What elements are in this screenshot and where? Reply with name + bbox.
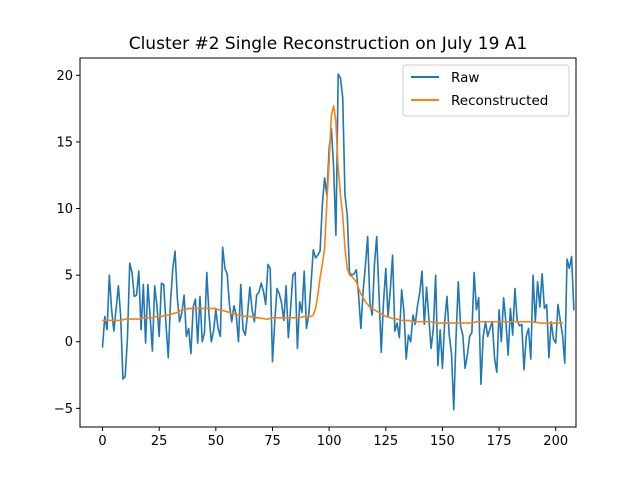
y-tick-label: 20 <box>56 69 73 84</box>
y-tick-label: 15 <box>56 135 73 150</box>
x-tick-label: 25 <box>151 434 168 449</box>
y-tick-label: 0 <box>65 335 73 350</box>
x-tick-label: 200 <box>543 434 568 449</box>
x-axis: 0 25 50 75 100 125 150 175 200 <box>98 427 568 449</box>
y-tick-label: 10 <box>56 202 73 217</box>
series-line-reconstructed <box>101 105 564 324</box>
x-tick-label: 150 <box>430 434 455 449</box>
legend-label-raw: Raw <box>451 70 479 86</box>
x-tick-label: 0 <box>98 434 106 449</box>
series-line-raw <box>101 73 575 411</box>
plot-area <box>80 58 576 427</box>
x-tick-label: 175 <box>487 434 512 449</box>
legend-box <box>402 64 570 117</box>
x-tick-label: 100 <box>317 434 342 449</box>
y-axis: −5 0 5 10 15 20 <box>54 69 80 417</box>
plot-frame <box>79 57 577 428</box>
x-tick-label: 125 <box>373 434 398 449</box>
y-tick-label: −5 <box>54 402 73 417</box>
x-tick-label: 50 <box>208 434 225 449</box>
x-tick-label: 75 <box>264 434 281 449</box>
legend: Raw Reconstructed <box>402 64 570 117</box>
legend-label-reconstructed: Reconstructed <box>451 93 548 109</box>
chart-title: Cluster #2 Single Reconstruction on July… <box>129 34 528 54</box>
series-layer <box>101 73 575 411</box>
y-tick-label: 5 <box>65 269 73 284</box>
